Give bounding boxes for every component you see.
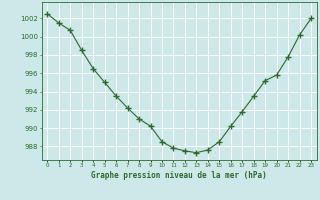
X-axis label: Graphe pression niveau de la mer (hPa): Graphe pression niveau de la mer (hPa) (91, 171, 267, 180)
